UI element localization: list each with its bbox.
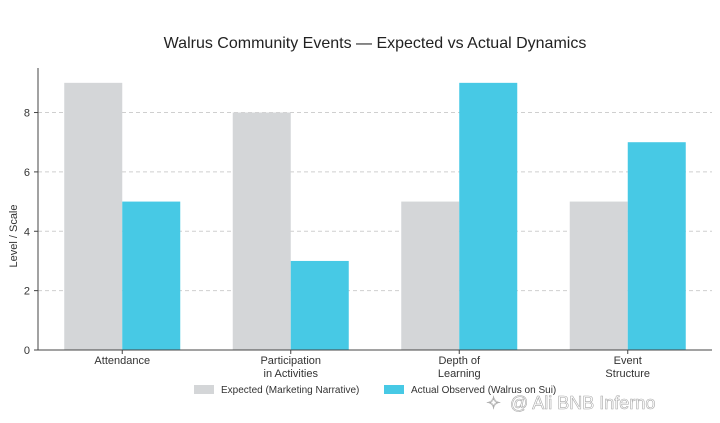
bar bbox=[290, 260, 349, 350]
y-tick-label: 8 bbox=[24, 108, 30, 120]
bar bbox=[627, 142, 686, 350]
y-tick-label: 2 bbox=[24, 286, 30, 298]
legend-label: Actual Observed (Walrus on Sui) bbox=[411, 385, 556, 396]
chart-title: Walrus Community Events — Expected vs Ac… bbox=[164, 35, 587, 52]
axes bbox=[37, 68, 712, 351]
x-tick-label: Attendance bbox=[94, 355, 150, 367]
bar bbox=[459, 82, 518, 350]
bar bbox=[64, 82, 123, 350]
x-tick-label: Event Structure bbox=[605, 355, 650, 380]
y-ticks: 0 2 4 6 8 bbox=[24, 108, 38, 357]
legend-swatch bbox=[194, 385, 214, 394]
bars bbox=[64, 82, 686, 351]
bar bbox=[122, 201, 181, 350]
watermark: ✧ @ Ali BNB Inferno bbox=[486, 393, 656, 414]
legend-swatch bbox=[384, 385, 404, 394]
bar bbox=[232, 112, 291, 351]
x-tick-label: Participation in Activities bbox=[260, 355, 321, 380]
y-tick-label: 0 bbox=[24, 345, 30, 357]
watermark-icon: ✧ bbox=[486, 393, 501, 413]
watermark-text: @ Ali BNB Inferno bbox=[510, 393, 655, 413]
bar bbox=[569, 201, 628, 350]
x-tick-label: Depth of Learning bbox=[438, 355, 481, 380]
y-axis-label: Level / Scale bbox=[8, 205, 20, 268]
y-tick-label: 4 bbox=[24, 226, 30, 238]
bar bbox=[401, 201, 460, 350]
y-tick-label: 6 bbox=[24, 167, 30, 179]
legend-label: Expected (Marketing Narrative) bbox=[221, 385, 359, 396]
x-tick-labels: Attendance Participation in Activities Dept… bbox=[94, 350, 650, 380]
legend: Expected (Marketing Narrative) Actual Obs… bbox=[194, 385, 556, 396]
